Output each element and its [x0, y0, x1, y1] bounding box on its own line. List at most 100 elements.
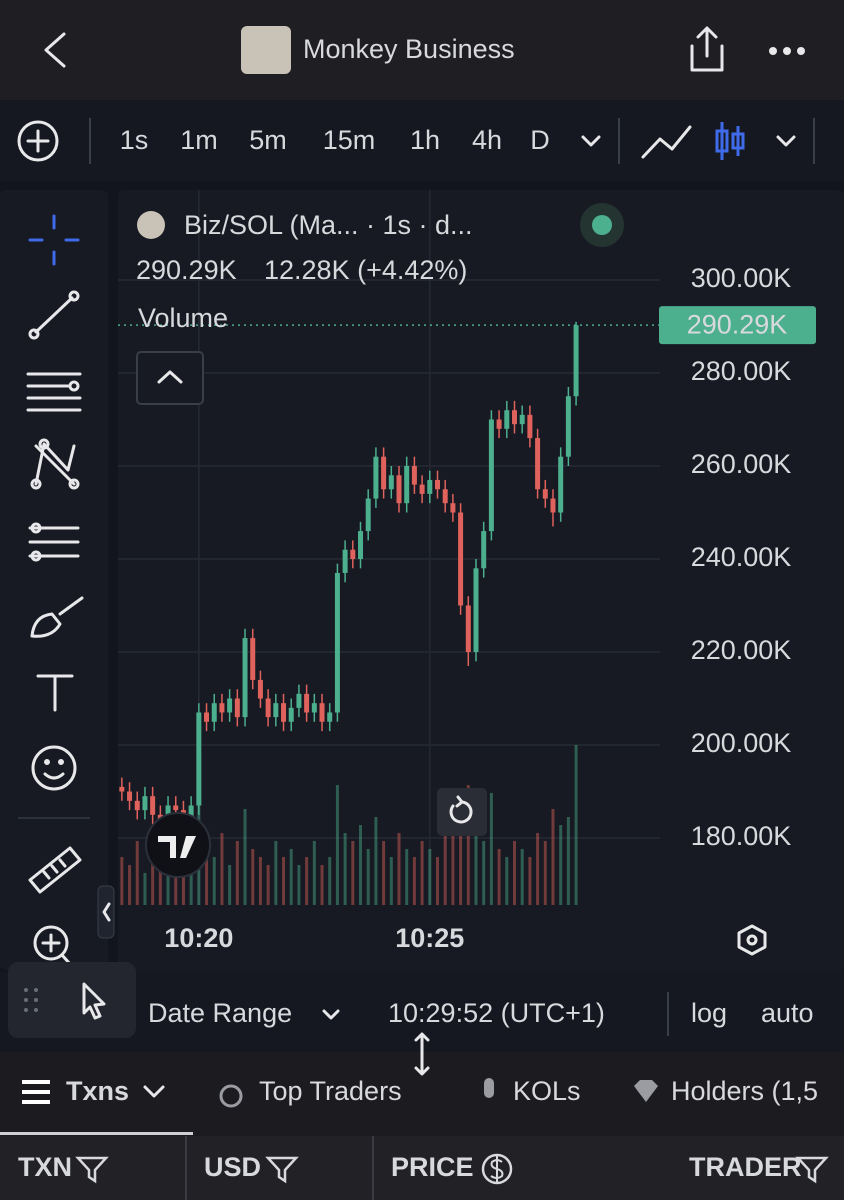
volume-bar	[528, 857, 532, 905]
line-chart-button[interactable]	[641, 125, 692, 159]
interval-button[interactable]: D	[530, 125, 550, 155]
volume-bar	[505, 857, 509, 905]
legend-change: 12.28K (+4.42%)	[264, 255, 467, 285]
candle-body	[196, 712, 202, 806]
interval-button[interactable]: 1h	[410, 125, 440, 155]
auto-toggle[interactable]: auto	[761, 998, 814, 1028]
candle-body	[265, 698, 271, 718]
candle-body	[473, 568, 479, 653]
drawing-tools[interactable]	[26, 214, 84, 966]
volume-bar	[220, 833, 224, 905]
more-button[interactable]	[769, 47, 805, 55]
volume-bar	[566, 817, 570, 905]
table-header	[0, 1136, 844, 1200]
chart-panel	[118, 190, 844, 972]
cursor-tool[interactable]	[82, 982, 106, 1020]
candle-body	[411, 466, 417, 485]
collapse-toolbar[interactable]	[97, 885, 115, 939]
collapse-arrow	[102, 902, 111, 922]
candle-body	[558, 456, 564, 513]
chart-settings[interactable]	[737, 924, 767, 956]
legend-toggle[interactable]	[136, 351, 204, 405]
y-tick-label: 200.00K	[691, 728, 792, 758]
chart-type-more[interactable]	[776, 135, 796, 147]
tv-logo-mark	[158, 836, 196, 858]
candle-body	[311, 703, 317, 713]
interval-button[interactable]: 4h	[472, 125, 502, 155]
drag-handle[interactable]	[24, 988, 38, 1012]
resize-handle[interactable]	[414, 1032, 430, 1076]
share-button[interactable]	[690, 26, 724, 72]
volume-bar	[389, 857, 393, 905]
y-tick-label: 240.00K	[691, 542, 792, 572]
interval-button[interactable]: 15m	[323, 125, 376, 155]
volume-bar	[289, 849, 293, 905]
tab[interactable]: Top Traders	[259, 1076, 402, 1106]
candle-body	[573, 325, 579, 397]
candle-body	[157, 814, 163, 820]
candle-body	[250, 638, 256, 680]
candle-body	[535, 438, 541, 490]
reset-button[interactable]	[437, 788, 487, 836]
date-range-arrow	[322, 1009, 340, 1020]
interval-button[interactable]: 5m	[249, 125, 287, 155]
candle-body	[134, 800, 140, 811]
volume-bar	[143, 873, 147, 905]
interval-more[interactable]	[581, 135, 601, 147]
volume-bar	[405, 849, 409, 905]
log-toggle[interactable]: log	[691, 998, 727, 1028]
volume-bar	[574, 745, 578, 905]
volume-bar	[474, 817, 478, 905]
candle-body	[319, 703, 325, 722]
volume-bar	[305, 857, 309, 905]
volume-bar	[258, 857, 262, 905]
candle-body	[542, 489, 548, 499]
candle-body	[527, 414, 533, 439]
token-icon	[241, 26, 291, 74]
volume-bar	[482, 841, 486, 905]
column-header: USD	[204, 1152, 261, 1182]
add-indicator[interactable]	[17, 120, 59, 162]
currency-sign	[490, 1156, 504, 1182]
back-button[interactable]	[44, 32, 66, 68]
candle-body	[242, 638, 248, 718]
tab[interactable]: KOLs	[513, 1076, 581, 1106]
candle-body	[396, 475, 402, 504]
status-dot	[592, 215, 612, 235]
filter-icon	[795, 1156, 829, 1184]
interval-button[interactable]: 1s	[120, 125, 149, 155]
candle-body	[288, 707, 294, 722]
candle-body	[419, 484, 425, 494]
candle-body	[173, 805, 179, 811]
volume-bar	[328, 857, 332, 905]
reset-icon	[449, 795, 473, 824]
candle-body	[458, 512, 464, 606]
y-tick-label: 260.00K	[691, 449, 792, 479]
time-display: 10:29:52 (UTC+1)	[388, 998, 605, 1028]
volume-bar	[520, 849, 524, 905]
volume-bar	[559, 825, 563, 905]
volume-bar	[297, 865, 301, 905]
candle-body	[150, 796, 156, 815]
txns-icon	[22, 1080, 50, 1104]
y-tick-label: 180.00K	[691, 821, 792, 851]
candle-body	[211, 703, 217, 722]
holders-icon	[634, 1080, 658, 1102]
y-tick-label: 300.00K	[691, 263, 792, 293]
candle-body	[127, 791, 133, 801]
candle-body	[404, 466, 410, 504]
legend-price: 290.29K	[136, 255, 237, 285]
date-range[interactable]: Date Range	[148, 998, 292, 1028]
interval-button[interactable]: 1m	[180, 125, 218, 155]
filter-icon	[265, 1156, 299, 1184]
volume-bar	[451, 825, 455, 905]
candle-body	[165, 805, 171, 820]
tab[interactable]: Txns	[66, 1076, 129, 1106]
volume-bar	[551, 809, 555, 905]
candle-chart-button[interactable]	[715, 122, 745, 160]
tab[interactable]: Holders (1,5	[671, 1076, 818, 1106]
traders-icon	[219, 1084, 243, 1108]
y-tick-label: 220.00K	[691, 635, 792, 665]
toolbar	[0, 100, 844, 182]
